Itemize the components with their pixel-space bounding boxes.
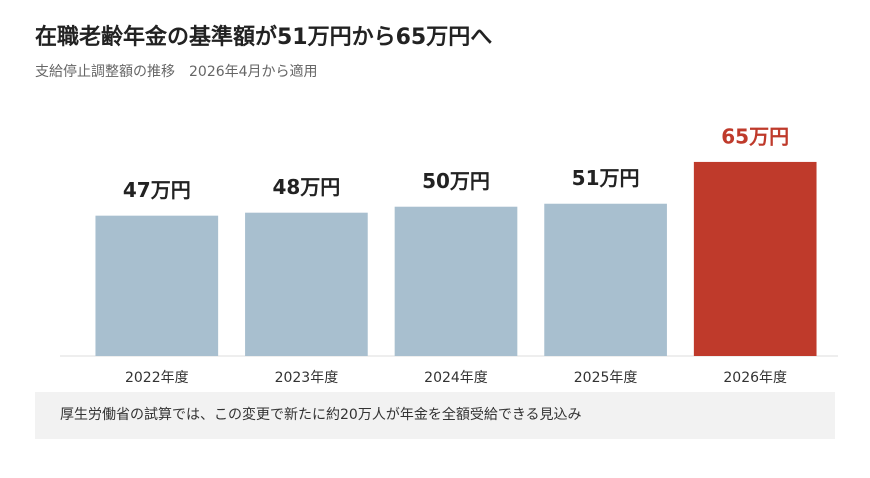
value-label: 51万円 [572,166,640,190]
note-box [35,392,835,439]
bar [693,161,817,356]
value-label: 50万円 [422,169,490,193]
bar [95,215,219,356]
x-tick-label: 2023年度 [275,370,339,386]
chart-title: 在職老齢年金の基準額が51万円から65万円へ [35,24,492,50]
value-label: 47万円 [123,178,191,202]
bar [394,206,518,356]
x-tick-label: 2022年度 [125,370,189,386]
chart-subtitle: 支給停止調整額の推移 2026年4月から適用 [35,63,318,80]
value-label: 65万円 [721,124,789,148]
bar [245,212,368,356]
value-label: 48万円 [272,175,340,199]
x-tick-label: 2026年度 [723,370,787,386]
bar [544,203,667,356]
note: 厚生労働省の試算では、この変更で新たに約20万人が年金を全額受給できる見込み [60,406,582,423]
x-tick-label: 2025年度 [574,370,638,386]
x-tick-label: 2024年度 [424,370,488,386]
